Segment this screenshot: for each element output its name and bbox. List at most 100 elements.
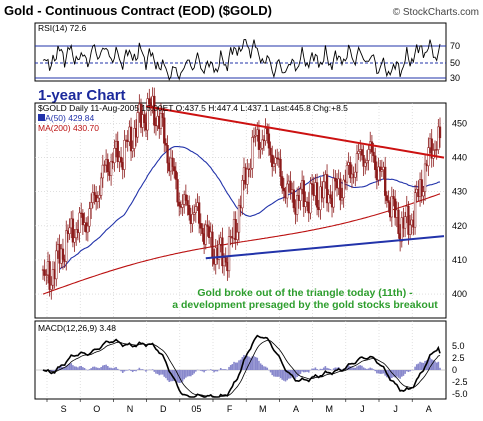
price-bar-body: [387, 200, 390, 203]
macd-hist-bar: [211, 370, 214, 371]
macd-hist-bar: [73, 366, 76, 370]
macd-hist-bar: [83, 367, 86, 370]
price-bar-body: [48, 261, 51, 290]
price-bar-body: [299, 188, 302, 201]
price-bar-body: [201, 228, 204, 234]
price-bar-body: [364, 162, 367, 167]
macd-hist-bar: [256, 357, 259, 370]
price-bar-body: [146, 98, 149, 131]
price-bar-body: [342, 179, 345, 199]
macd-hist-bar: [437, 361, 440, 370]
macd-hist-bar: [435, 362, 438, 370]
macd-hist-bar: [221, 369, 224, 370]
price-bar-body: [61, 248, 65, 260]
macd-hist-bar: [170, 370, 172, 382]
price-bar-body: [119, 156, 123, 163]
macd-hist-bar: [314, 367, 317, 370]
macd-hist-bar: [97, 367, 99, 370]
price-bar-body: [427, 147, 430, 167]
rsi-tick-50: 50: [450, 58, 460, 68]
macd-hist-bar: [354, 367, 357, 370]
price-bar-body: [390, 196, 393, 218]
macd-hist-bar: [180, 370, 182, 383]
macd-hist-bar: [261, 364, 264, 370]
price-bar-body: [281, 176, 284, 189]
price-bar-body: [310, 183, 314, 185]
macd-panel: MACD(12,26,9) 3.48 5.0 2.5 0 -2.5 -5.0: [34, 320, 468, 400]
macd-hist-bar: [288, 370, 290, 379]
price-bar-body: [362, 155, 365, 167]
macd-hist-bar: [60, 366, 63, 370]
macd-hist-bar: [101, 365, 104, 370]
macd-hist-bar: [113, 367, 116, 370]
price-bar-body: [292, 189, 295, 209]
x-tick-label: O: [93, 404, 100, 414]
price-bar-body: [161, 113, 164, 119]
macd-hist-bar: [327, 368, 330, 370]
macd-hist-bar: [158, 370, 161, 376]
macd-hist-bar: [58, 367, 61, 370]
macd-hist-bar: [407, 370, 410, 373]
price-bar-body: [329, 194, 332, 199]
price-bar-body: [309, 183, 312, 214]
price-bar-body: [327, 194, 330, 204]
macd-hist-bar: [236, 362, 239, 370]
macd-hist-bar: [391, 370, 393, 378]
macd-hist-bar: [291, 370, 293, 378]
macd-hist-bar: [183, 370, 185, 380]
macd-hist-bar: [434, 361, 436, 370]
macd-hist-bar: [110, 367, 112, 370]
macd-tick: -2.5: [452, 377, 468, 387]
macd-tick: 2.5: [452, 353, 465, 363]
macd-hist-bar: [128, 369, 131, 370]
macd-hist-bar: [105, 364, 107, 370]
macd-hist-bar: [276, 370, 279, 377]
price-bar-body: [423, 163, 427, 192]
price-bar-body: [91, 192, 94, 203]
macd-hist-bar: [234, 362, 237, 370]
price-bar-body: [397, 209, 400, 234]
macd-hist-bar: [429, 357, 431, 370]
price-bar-body: [237, 205, 241, 233]
copyright-link[interactable]: © StockCharts.com: [393, 7, 479, 18]
macd-hist-bar: [399, 370, 401, 379]
macd-hist-bar: [301, 370, 303, 372]
price-bar-body: [272, 163, 276, 167]
macd-hist-bar: [193, 370, 195, 374]
price-bar-body: [143, 114, 146, 124]
price-bar-body: [413, 192, 417, 228]
rsi-label: RSI(14) 72.6: [38, 23, 86, 33]
price-bars: [41, 87, 442, 300]
price-bar-body: [73, 237, 76, 243]
price-bar-body: [282, 187, 286, 192]
macd-hist-bar: [63, 367, 66, 370]
macd-hist-bar: [173, 370, 176, 381]
price-bar-body: [227, 236, 231, 272]
macd-hist-bar: [392, 370, 395, 377]
macd-hist-bar: [286, 370, 288, 381]
macd-hist-bar: [228, 366, 230, 370]
x-tick-label: D: [160, 404, 167, 414]
ma50-legend-swatch: [38, 114, 45, 121]
x-tick-label: M: [259, 404, 267, 414]
macd-hist-bar: [116, 368, 119, 370]
macd-hist-bar: [362, 367, 365, 370]
price-bar-body: [131, 148, 134, 152]
price-bar-body: [325, 174, 329, 204]
macd-hist-bar: [163, 370, 166, 377]
price-bar-body: [339, 178, 342, 201]
macd-hist-bar: [372, 369, 375, 370]
macd-hist-bar: [419, 361, 421, 370]
price-bar-body: [93, 192, 96, 196]
macd-hist-bar: [229, 365, 232, 370]
price-bar-body: [194, 206, 197, 213]
price-bar-body: [188, 205, 191, 216]
macd-hist-bar: [414, 366, 416, 370]
macd-hist-bar: [359, 365, 362, 370]
price-bar-body: [384, 166, 387, 196]
macd-hist-bar: [387, 370, 390, 379]
price-bar-body: [367, 149, 370, 161]
lower-trendline: [205, 235, 445, 260]
macd-hist-bar: [65, 365, 68, 370]
macd-hist-bar: [404, 370, 406, 374]
